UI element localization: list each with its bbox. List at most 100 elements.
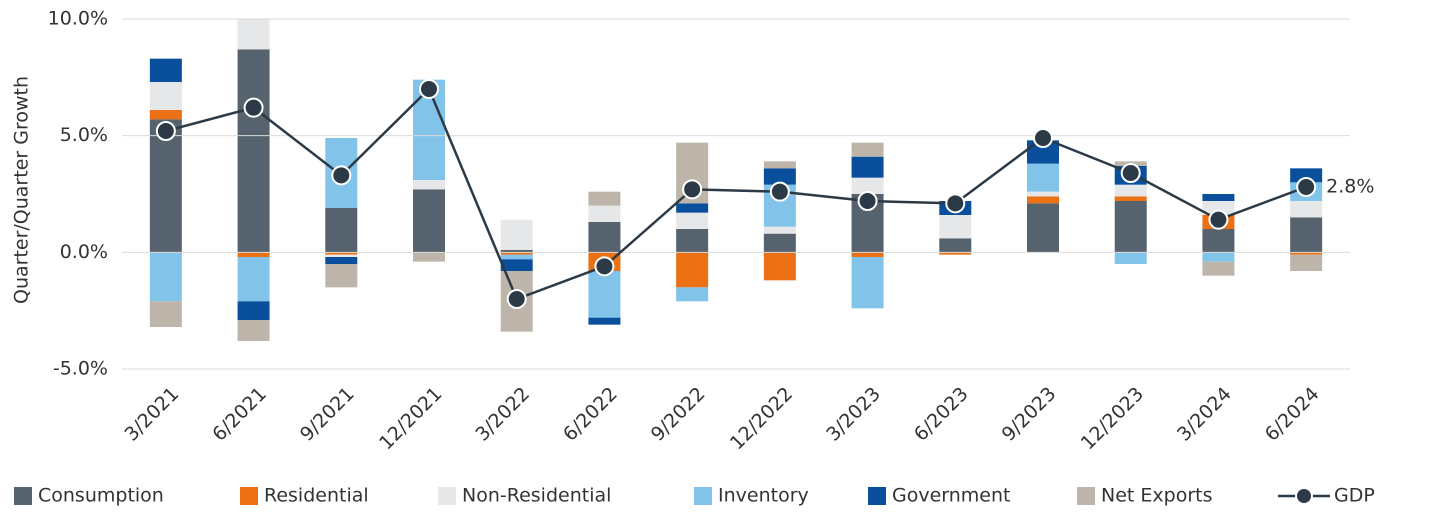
bar-segment [1202, 261, 1235, 276]
bar-segment [325, 257, 358, 264]
y-tick-label: 10.0% [48, 8, 108, 30]
bar-segment [939, 238, 972, 253]
y-axis-label: Quarter/Quarter Growth [11, 76, 33, 304]
legend-swatch [868, 487, 886, 505]
bar-segment [1290, 252, 1323, 255]
gdp-marker [506, 289, 527, 309]
legend-label: Inventory [718, 485, 809, 507]
legend-label: Net Exports [1101, 485, 1213, 507]
gdp-marker [1120, 163, 1141, 183]
gdp-marker [682, 179, 703, 200]
gdp-marker [331, 165, 352, 186]
bar-segment [588, 222, 621, 253]
x-tick-label: 6/2024 [1261, 383, 1324, 446]
x-tick-label: 12/2023 [1077, 383, 1148, 454]
bar-segment [237, 49, 270, 253]
legend-label: Non-Residential [462, 485, 611, 507]
x-tick-label: 3/2023 [822, 383, 885, 446]
x-tick-label: 3/2021 [120, 383, 183, 446]
bar-segment [1202, 252, 1235, 262]
bar-segment [149, 58, 182, 82]
bar-segment [500, 254, 533, 260]
plot-area [149, 19, 1323, 341]
bar-segment [237, 301, 270, 320]
bar-segment [763, 233, 796, 253]
bar-segment [939, 215, 972, 239]
bar-segment [676, 287, 709, 302]
y-tick-label: 5.0% [60, 124, 108, 146]
gdp-marker [594, 256, 615, 277]
x-tick-label: 9/2023 [998, 383, 1061, 446]
bar-segment [939, 252, 972, 255]
bar-segment [851, 156, 884, 178]
bar-segment [237, 257, 270, 302]
gdp-marker [1296, 177, 1317, 197]
bar-segment [588, 271, 621, 318]
x-tick-label: 12/2021 [375, 383, 446, 454]
bar-segment [763, 252, 796, 281]
bar-segment [851, 177, 884, 194]
gdp-marker [243, 97, 264, 118]
bar-segment [1027, 191, 1059, 197]
bar-segment [676, 252, 709, 288]
legend-swatch [1077, 487, 1095, 505]
bar-segment [1114, 252, 1147, 264]
legend-label: Government [892, 485, 1011, 507]
bar-segment [149, 82, 182, 110]
bar-segment [325, 208, 358, 253]
bar-segment [1290, 168, 1323, 183]
gdp-marker [945, 193, 966, 214]
gdp-marker [419, 79, 439, 99]
bar-segment [763, 161, 796, 169]
bar-segment [413, 180, 445, 190]
legend-swatch [438, 487, 456, 505]
bar-segment [237, 19, 270, 50]
bar-segment [1027, 203, 1059, 253]
bar-segment [149, 119, 182, 253]
bar-segment [500, 219, 533, 250]
bar-segment [851, 257, 884, 309]
legend-marker [1295, 487, 1313, 505]
x-tick-label: 9/2021 [296, 383, 359, 446]
legend-swatch [240, 487, 258, 505]
bar-segment [149, 110, 182, 120]
bar-segment [237, 252, 270, 257]
bar-segment [851, 252, 884, 257]
bar-segment [1290, 201, 1323, 218]
bar-segment [237, 320, 270, 341]
bar-segment [676, 203, 709, 213]
legend-swatch [14, 487, 32, 505]
x-tick-label: 6/2022 [559, 383, 622, 446]
bar-segment [500, 259, 533, 271]
y-tick-label: -5.0% [53, 358, 108, 380]
bar-segment [1027, 140, 1059, 164]
bar-segment [1114, 196, 1147, 201]
bar-segment [149, 252, 182, 302]
bar-segment [1027, 163, 1059, 192]
x-tick-label: 3/2022 [471, 383, 534, 446]
bar-segment [763, 168, 796, 185]
bar-segment [325, 254, 358, 257]
legend-label: Consumption [38, 485, 164, 507]
bar-segment [588, 205, 621, 222]
bar-segment [325, 252, 358, 255]
gdp-marker [155, 121, 176, 141]
data-label: 2.8% [1326, 176, 1374, 198]
gdp-marker [769, 181, 790, 202]
gdp-line [165, 86, 1307, 301]
bar-segment [763, 226, 796, 234]
bar-segment [149, 301, 182, 327]
gdp-marker [1033, 128, 1053, 148]
bar-segment [676, 212, 709, 229]
bar-segment [1202, 194, 1235, 201]
legend-swatch [694, 487, 712, 505]
x-tick-label: 6/2021 [208, 383, 271, 446]
bar-segment [851, 142, 884, 157]
y-tick-label: 0.0% [60, 241, 108, 263]
bar-segment [588, 317, 621, 325]
bar-segment [1027, 196, 1059, 204]
legend-label: GDP [1334, 485, 1375, 507]
gdp-marker [857, 191, 878, 211]
bar-segment [1114, 184, 1147, 197]
